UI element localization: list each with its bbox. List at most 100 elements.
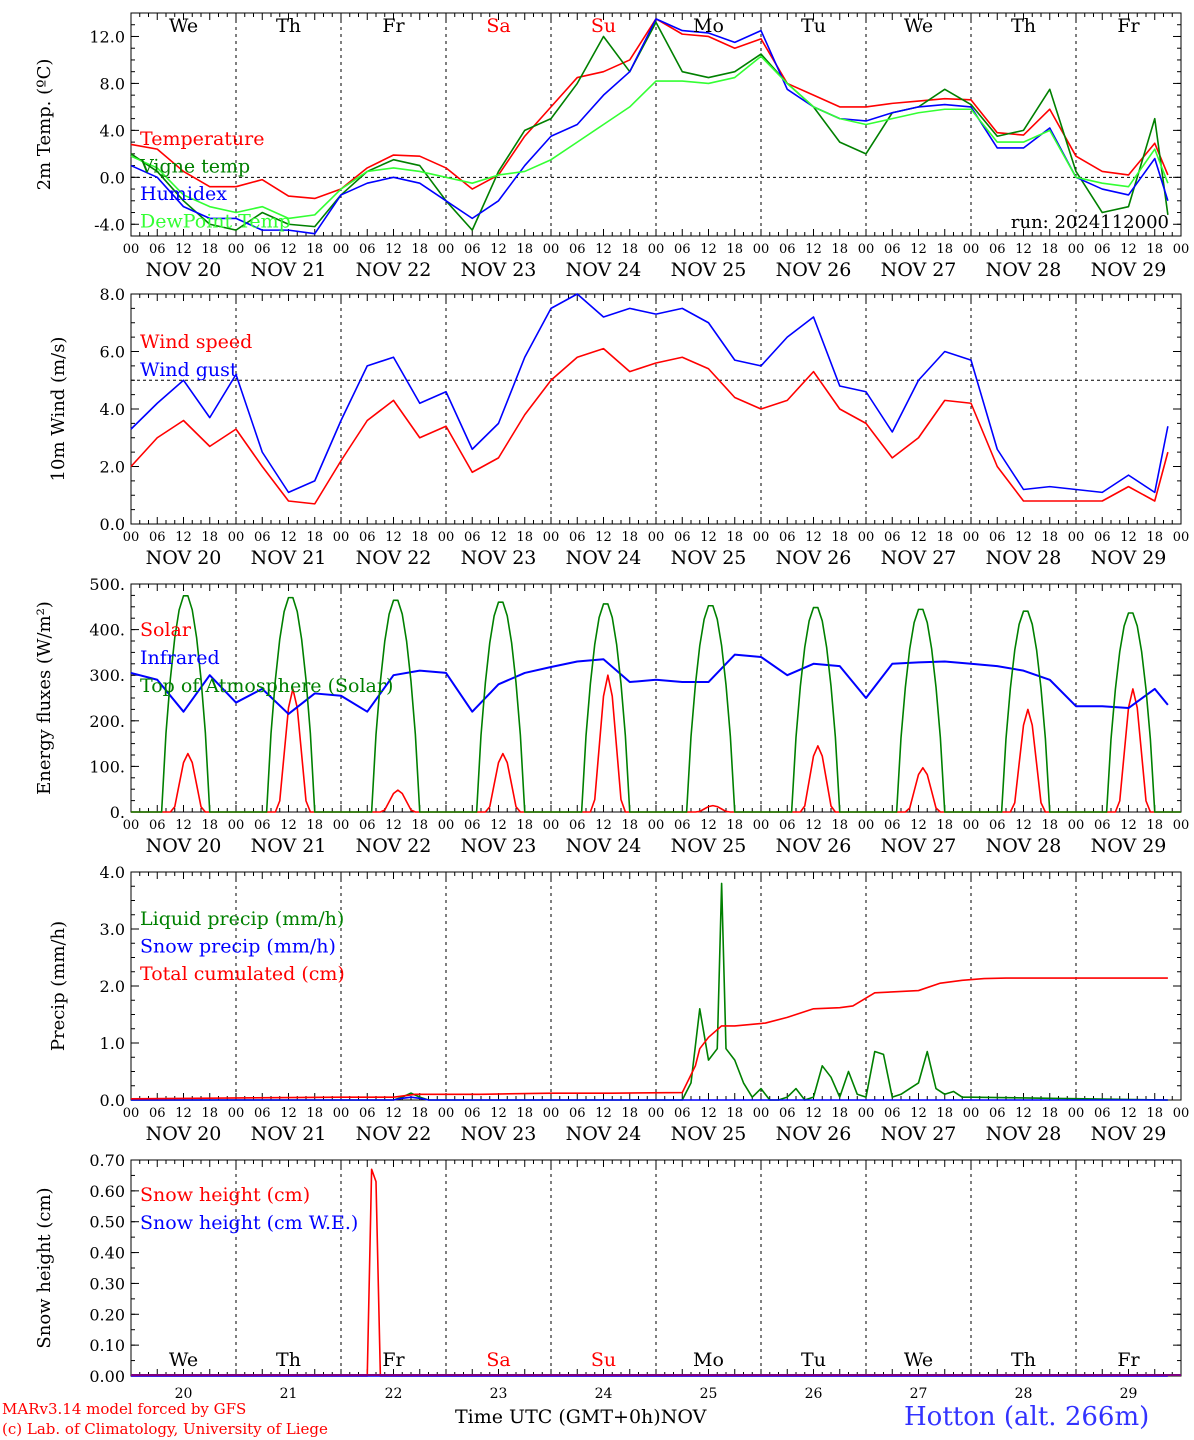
hour-tick-label: 00 — [123, 818, 140, 833]
series-line-vigne-temp — [130, 21, 1169, 231]
hour-tick-label: 06 — [254, 818, 271, 833]
hour-tick-label: 18 — [1146, 242, 1163, 257]
hour-tick-label: 06 — [1094, 818, 1111, 833]
date-label: NOV 22 — [356, 1123, 432, 1145]
series-line-dewpoint-temp — [130, 55, 1169, 220]
date-label: NOV 21 — [251, 1123, 327, 1145]
hour-tick-label: 18 — [516, 1106, 533, 1121]
y-tick-label: 4.0 — [100, 400, 125, 419]
hour-tick-label: 18 — [936, 242, 953, 257]
y-tick-label: 4.0 — [100, 121, 125, 140]
hour-tick-label: 00 — [543, 242, 560, 257]
hour-tick-label: 00 — [228, 242, 245, 257]
hour-tick-label: 06 — [884, 530, 901, 545]
y-tick-label: 1.0 — [100, 1034, 125, 1053]
hour-tick-label: 06 — [569, 530, 586, 545]
hour-tick-label: 00 — [648, 530, 665, 545]
hour-tick-label: 00 — [963, 242, 980, 257]
hour-tick-label: 00 — [1173, 818, 1190, 833]
y-tick-label: 0.60 — [89, 1182, 125, 1201]
y-tick-label: 3.0 — [100, 920, 125, 939]
hour-tick-label: 18 — [201, 242, 218, 257]
hour-tick-label: 00 — [333, 530, 350, 545]
hour-tick-label: 00 — [753, 242, 770, 257]
hour-tick-label: 06 — [674, 818, 691, 833]
legend-entry: Temperature — [140, 128, 264, 150]
date-label: NOV 22 — [356, 547, 432, 569]
time-axis-label: Time UTC (GMT+0h)NOV — [455, 1406, 706, 1428]
y-tick-label: 0.00 — [89, 1367, 125, 1386]
date-label: NOV 28 — [986, 835, 1062, 857]
weekday-label: Fr — [1117, 1349, 1140, 1371]
credit-line-lab: (c) Lab. of Climatology, University of L… — [2, 1420, 328, 1438]
hour-tick-label: 12 — [1015, 242, 1032, 257]
legend-entry: Snow height (cm) — [140, 1184, 310, 1206]
hour-tick-label: 18 — [306, 1106, 323, 1121]
hour-tick-label: 12 — [385, 1106, 402, 1121]
weekday-label: Tu — [801, 15, 826, 37]
hour-tick-label: 12 — [1120, 818, 1137, 833]
hour-tick-label: 06 — [1094, 242, 1111, 257]
date-label: NOV 24 — [566, 1123, 642, 1145]
hour-tick-label: 06 — [359, 1106, 376, 1121]
time-axis-title: Time UTC (GMT+0h) — [455, 1406, 661, 1428]
hour-tick-label: 18 — [1146, 1106, 1163, 1121]
credit-line-model: MARv3.14 model forced by GFS — [2, 1400, 247, 1418]
hour-tick-label: 12 — [700, 818, 717, 833]
hour-tick-label: 12 — [700, 530, 717, 545]
legend-entry: Solar — [140, 619, 192, 641]
date-label: NOV 23 — [461, 835, 537, 857]
y-tick-label: 0.0 — [100, 515, 125, 534]
hour-tick-label: 06 — [464, 1106, 481, 1121]
y-tick-label: 500. — [89, 575, 125, 594]
hour-tick-label: 12 — [280, 242, 297, 257]
weekday-label: Th — [276, 15, 301, 37]
y-axis-label: Energy fluxes (W/m²) — [34, 601, 55, 795]
date-label: NOV 21 — [251, 547, 327, 569]
day-number-label: 27 — [910, 1386, 928, 1402]
hour-tick-label: 06 — [464, 242, 481, 257]
hour-tick-label: 12 — [910, 1106, 927, 1121]
day-number-label: 21 — [280, 1386, 298, 1402]
hour-tick-label: 12 — [175, 1106, 192, 1121]
hour-tick-label: 06 — [989, 530, 1006, 545]
hour-tick-label: 00 — [1068, 530, 1085, 545]
date-label: NOV 27 — [881, 259, 957, 281]
hour-tick-label: 12 — [1015, 1106, 1032, 1121]
hour-tick-label: 06 — [1094, 530, 1111, 545]
hour-tick-label: 06 — [149, 818, 166, 833]
weekday-label: Fr — [382, 15, 405, 37]
date-label: NOV 24 — [566, 835, 642, 857]
date-label: NOV 29 — [1091, 547, 1167, 569]
hour-tick-label: 18 — [831, 1106, 848, 1121]
hour-tick-label: 18 — [1146, 818, 1163, 833]
hour-tick-label: 06 — [569, 1106, 586, 1121]
hour-tick-label: 18 — [1041, 818, 1058, 833]
date-label: NOV 22 — [356, 835, 432, 857]
hour-tick-label: 00 — [1173, 530, 1190, 545]
legend-entry: Infrared — [140, 647, 220, 669]
date-label: NOV 26 — [776, 835, 852, 857]
y-tick-label: 200. — [89, 712, 125, 731]
hour-tick-label: 12 — [910, 530, 927, 545]
hour-tick-label: 18 — [726, 530, 743, 545]
hour-tick-label: 18 — [621, 242, 638, 257]
weekday-label: Mo — [693, 15, 724, 37]
hour-tick-label: 06 — [989, 242, 1006, 257]
date-label: NOV 28 — [986, 259, 1062, 281]
date-label: NOV 20 — [146, 1123, 222, 1145]
hour-tick-label: 00 — [543, 530, 560, 545]
hour-tick-label: 00 — [438, 530, 455, 545]
hour-tick-label: 00 — [963, 530, 980, 545]
day-number-label: 25 — [700, 1386, 718, 1402]
weekday-label: Tu — [801, 1349, 826, 1371]
hour-tick-label: 12 — [280, 818, 297, 833]
legend-entry: Snow precip (mm/h) — [140, 936, 336, 958]
hour-tick-label: 00 — [228, 1106, 245, 1121]
weekday-label: Th — [276, 1349, 301, 1371]
hour-tick-label: 00 — [963, 818, 980, 833]
hour-tick-label: 12 — [595, 818, 612, 833]
weekday-label: Th — [1011, 15, 1036, 37]
hour-tick-label: 06 — [779, 530, 796, 545]
date-label: NOV 27 — [881, 547, 957, 569]
